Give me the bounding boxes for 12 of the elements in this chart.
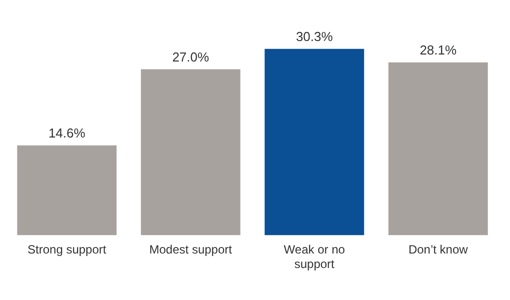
bar	[388, 62, 488, 236]
x-tick-label: Strong support	[28, 242, 107, 257]
data-label: 30.3%	[296, 28, 334, 44]
data-label: 28.1%	[420, 42, 457, 58]
bar	[17, 145, 117, 236]
x-tick-label: Modest support	[149, 242, 233, 257]
data-label: 27.0%	[172, 49, 210, 64]
bar	[140, 69, 240, 236]
bar	[264, 48, 364, 236]
x-tick-label: Weak or no support	[284, 242, 346, 272]
data-label: 14.6%	[48, 126, 86, 141]
x-tick-label: Don’t know	[408, 242, 468, 257]
